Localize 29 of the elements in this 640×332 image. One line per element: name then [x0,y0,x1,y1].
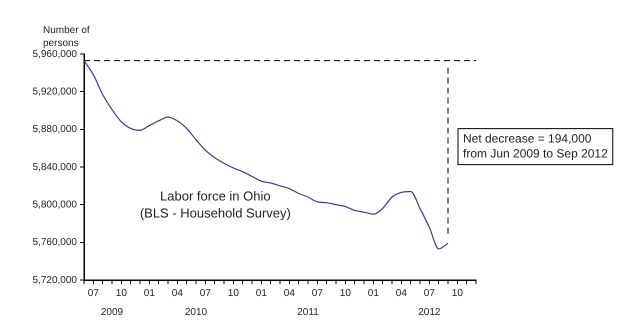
y-tick-label: 5,800,000 [32,199,78,210]
x-tick-label: 10 [452,288,464,299]
x2-tick-label: 2012 [418,306,441,318]
x-tick-label: 01 [144,288,156,299]
y-tick-label: 5,920,000 [32,86,78,98]
x-tick-label: 01 [256,288,268,299]
y-tick-label: 5,960,000 [32,48,78,60]
x-tick-label: 10 [228,288,240,299]
x-tick-label: 10 [116,288,128,299]
y-tick-label: 5,760,000 [32,237,78,248]
x-tick-label: 04 [284,288,296,299]
line-series [84,60,449,250]
x-tick-label: 07 [424,288,436,299]
y-tick-label: 5,840,000 [32,162,78,173]
y-axis-title: Number of persons [43,24,90,49]
x-tick-label: 07 [200,288,212,299]
x-tick-label: 04 [172,288,184,299]
annotation: Net decrease = 194,000 from Jun 2009 to Sep 2012 [463,131,608,160]
x-tick-label: 10 [340,288,352,299]
annotation: Labor force in Ohio (BLS - Household Survey) [140,188,291,220]
x-tick-label: 07 [312,288,324,299]
x2-tick-label: 2010 [184,306,208,318]
x-tick-label: 01 [368,288,380,299]
x2-tick-label: 2011 [297,306,320,318]
y-tick-label: 5,880,000 [32,124,78,136]
y-tick-label: 5,720,000 [32,274,78,286]
x2-tick-label: 2009 [100,306,124,318]
x-tick-label: 04 [396,288,408,299]
x-tick-label: 07 [88,288,100,299]
